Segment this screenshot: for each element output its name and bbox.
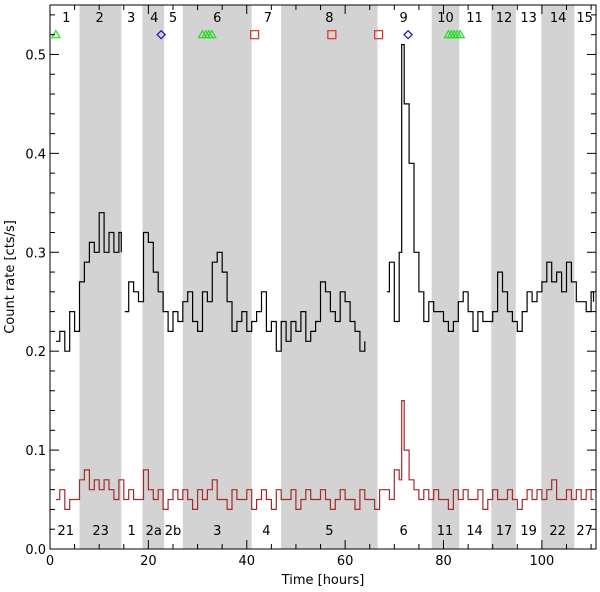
diamond-marker [403,29,413,40]
x-tick-label: 0 [46,554,54,569]
bottom-segment-label: 14 [466,524,483,539]
top-segment-label: 2 [96,11,104,26]
bottom-segment-label: 19 [520,524,537,539]
shaded-interval [491,5,516,549]
x-tick-label: 80 [435,554,452,569]
y-tick-label: 0.2 [25,345,46,360]
plot-frame [49,4,597,550]
x-tick-label: 20 [140,554,157,569]
shaded-interval [142,5,165,549]
bottom-segment-label: 22 [549,524,566,539]
top-segment-label: 12 [496,11,513,26]
y-tick-label: 0.4 [25,147,46,162]
bottom-segment-label: 11 [437,524,454,539]
bottom-segment-label: 1 [128,524,136,539]
top-segment-label: 3 [127,11,135,26]
shaded-interval [281,5,378,549]
square-marker [373,30,384,40]
bottom-segment-label: 2b [165,524,182,539]
top-segment-label: 8 [325,11,333,26]
top-segment-label: 13 [520,11,537,26]
top-segment-label: 15 [576,11,593,26]
shaded-interval [431,5,460,549]
x-axis-label: Time [hours] [281,573,365,588]
bottom-segment-label: 21 [57,524,74,539]
square-marker [250,30,260,40]
y-axis-label: Count rate [cts/s] [3,220,18,334]
triangle-marker [455,29,466,39]
x-tick-label: 40 [238,554,255,569]
y-tick-label: 0.3 [25,246,46,261]
x-tick-label: 60 [337,554,354,569]
series-upper-line [386,44,595,332]
bottom-segment-label: 2a [146,524,162,539]
top-segment-label: 10 [437,11,454,26]
y-tick-label: 0.0 [25,543,46,558]
triangle-marker [206,29,217,39]
bottom-segment-label: 23 [92,524,109,539]
top-segment-label: 1 [62,11,70,26]
bottom-segment-label: 27 [576,524,593,539]
top-segment-label: 14 [550,11,567,26]
top-segment-label: 9 [400,11,408,26]
y-tick-label: 0.5 [25,48,46,63]
bottom-segment-label: 6 [400,524,408,539]
series-lower-line [55,400,594,510]
shaded-interval [79,5,122,549]
square-marker [327,30,337,40]
series-upper-line [55,212,122,352]
top-segment-label: 4 [150,11,158,26]
top-segment-label: 5 [169,11,177,26]
x-tick-label: 100 [529,554,554,569]
bottom-segment-label: 17 [496,524,513,539]
bottom-segment-label: 3 [213,524,221,539]
bottom-segment-label: 4 [262,524,270,539]
y-tick-label: 0.1 [25,444,46,459]
top-segment-label: 11 [466,11,483,26]
shaded-interval [182,5,252,549]
bottom-segment-label: 5 [325,524,333,539]
series-upper-line [124,231,366,352]
top-segment-label: 6 [213,11,221,26]
diamond-marker [156,29,167,40]
top-segment-label: 7 [264,11,272,26]
